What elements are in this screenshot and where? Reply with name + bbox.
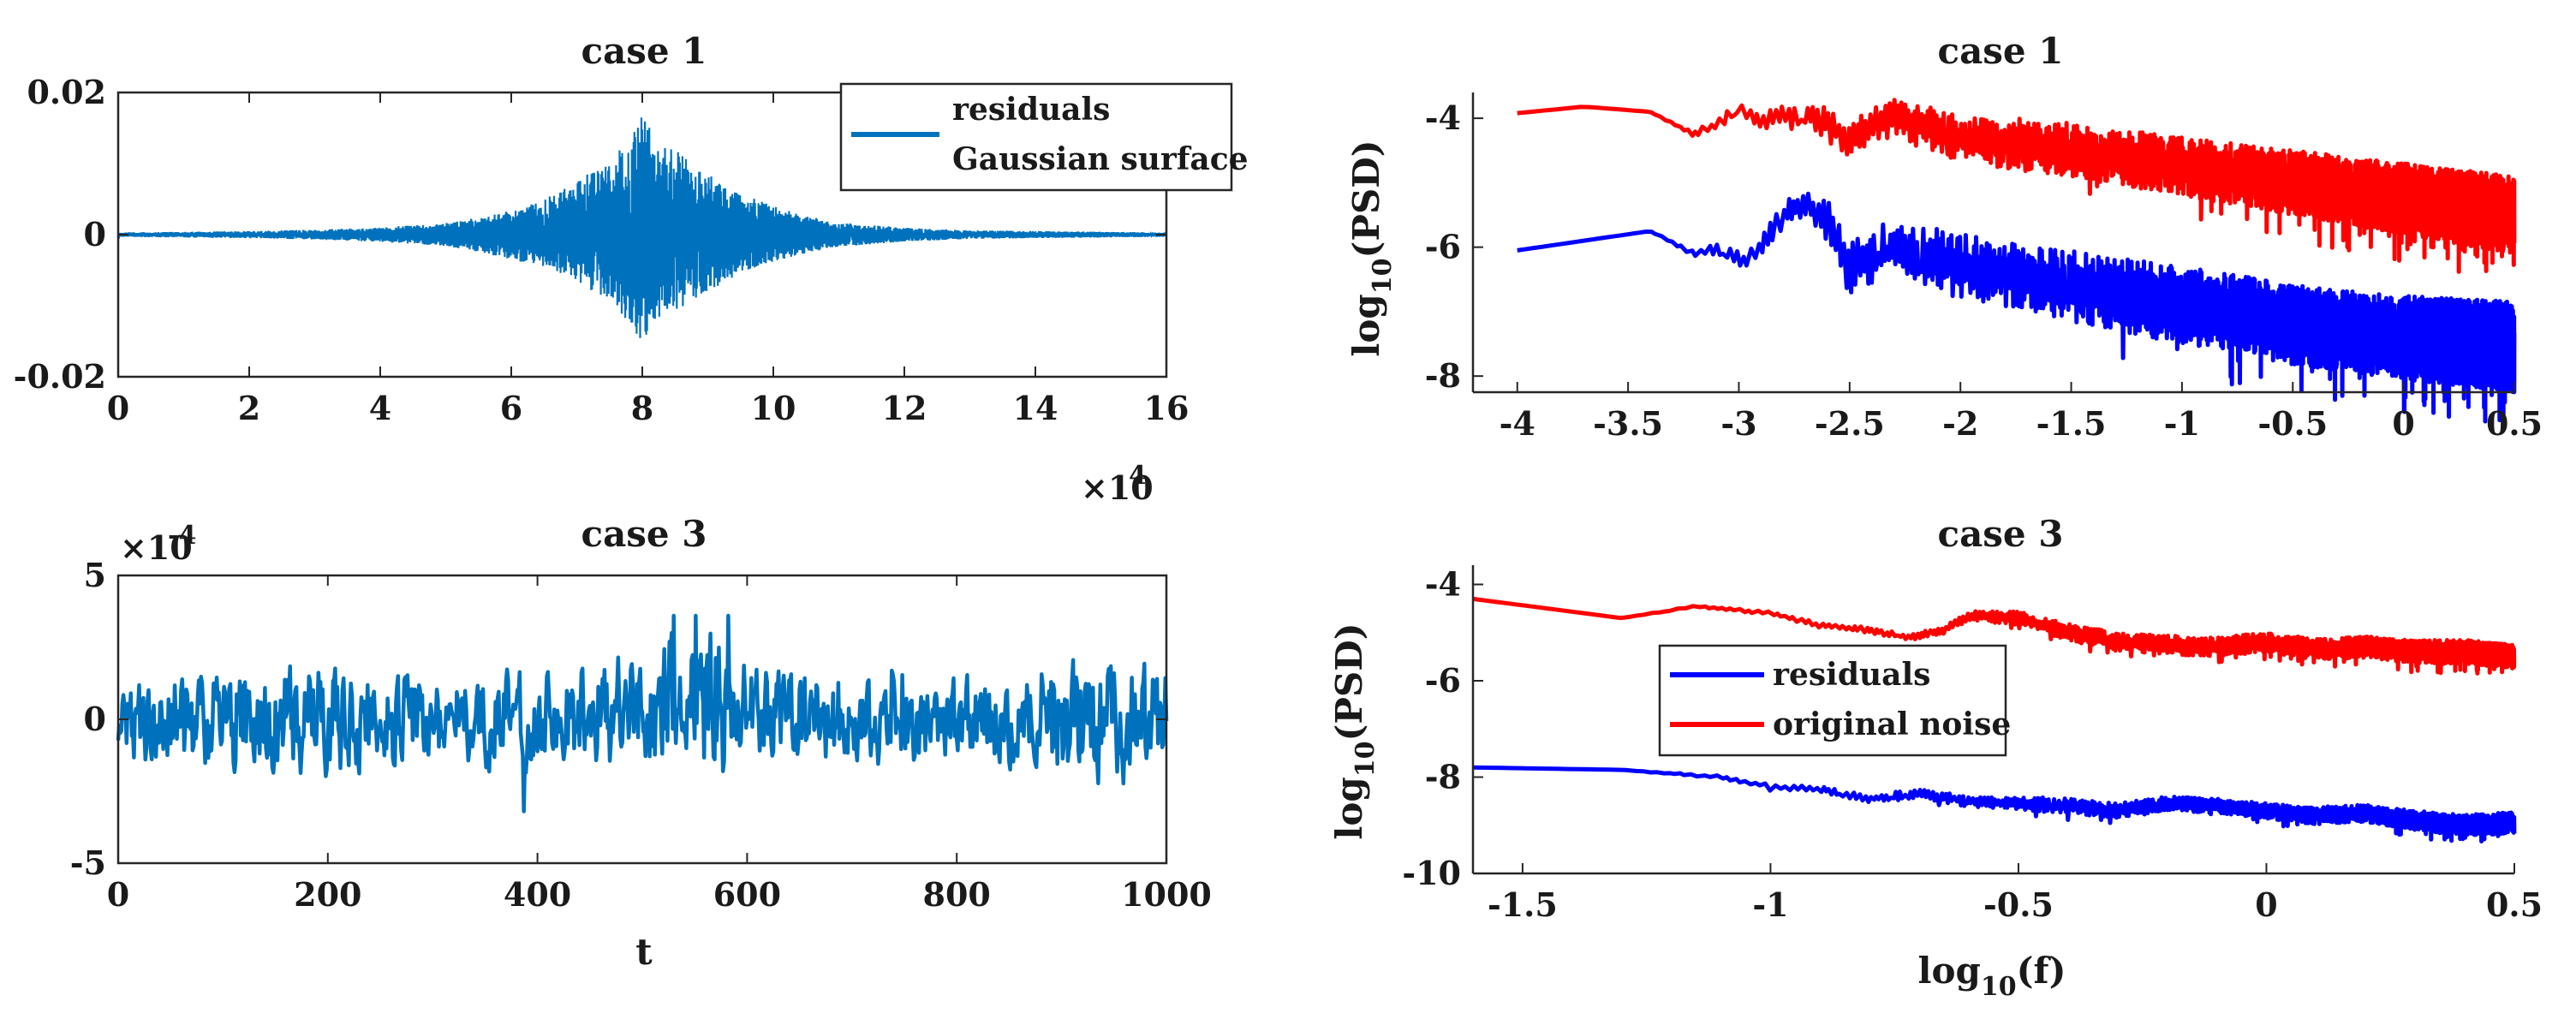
panel-b-case3-residuals: case 3 ×10 -4 0 200 400 600 800 1000-505 t — [70, 513, 1212, 973]
panel-c-ylabel-sub: 10 — [1368, 259, 1398, 295]
panel-b-y-multiplier-base: ×10 — [120, 528, 193, 567]
panel-d-legend-label-residuals: residuals — [1773, 657, 1930, 693]
panel-d-series-original-noise — [1472, 596, 2517, 676]
panel-d-xlabel: log10(f) — [1918, 950, 2066, 1002]
panel-a-x-tick-label: 12 — [882, 389, 927, 427]
panel-c-title: case 1 — [1938, 30, 2064, 72]
panel-d-series-layer — [1472, 596, 2517, 843]
panel-a-y-tick-label: -0.02 — [14, 357, 106, 396]
panel-b-x-tick-label: 400 — [504, 875, 571, 914]
panel-d-series-residuals — [1472, 765, 2517, 843]
panel-d-legend: residuals original noise — [1658, 644, 2011, 757]
panel-b-xlabel: t — [635, 931, 653, 973]
panel-c-x-tick-label: -2.5 — [1815, 404, 1885, 443]
panel-d-title: case 3 — [1938, 513, 2064, 555]
panel-a-series-residuals — [116, 117, 1168, 338]
panel-b-y-multiplier: ×10 -4 — [120, 521, 196, 567]
panel-d-xlabel-f: (f) — [2017, 950, 2066, 992]
panel-a-x-tick-label: 0 — [107, 389, 129, 427]
panel-a-x-tick-label: 4 — [369, 389, 391, 427]
panel-b-y-tick-label: 5 — [84, 556, 106, 594]
panel-a-x-tick-label: 10 — [751, 389, 796, 427]
panel-b-x-tick-label: 800 — [923, 875, 991, 914]
panel-c-x-tick-label: 0.5 — [2486, 404, 2543, 443]
panel-d-y-tick-label: -8 — [1425, 758, 1461, 796]
panel-d-legend-label-original: original noise — [1773, 706, 2011, 742]
panel-d-x-tick-label: -1 — [1752, 885, 1788, 924]
panel-a-x-tick-label: 14 — [1013, 389, 1058, 427]
panel-c-x-tick-label: -1 — [2164, 404, 2200, 443]
panel-c-y-tick-label: -8 — [1425, 356, 1461, 395]
panel-d-ylabel-log: log — [1328, 777, 1370, 839]
panel-c-x-tick-label: -1.5 — [2036, 404, 2107, 443]
panel-b-series-layer — [116, 613, 1169, 813]
panel-d-case3-psd: case 3 -1.5 -1 -0.5 0 0.5-10-8-6-4 log10(PSD… — [1328, 513, 2543, 1002]
panel-d-y-tick-label: -4 — [1425, 565, 1461, 604]
panel-c-series-residuals — [1517, 191, 2517, 424]
panel-a-legend-label-gaussian: Gaussian surface — [952, 141, 1249, 177]
panel-c-x-tick-label: -4 — [1500, 404, 1535, 443]
panel-c-ylabel: log10(PSD) — [1345, 140, 1398, 356]
panel-b-y-tick-label: -5 — [70, 843, 106, 882]
panel-a-series-layer — [116, 117, 1168, 338]
panel-c-x-tick-label: -3.5 — [1593, 404, 1663, 443]
panel-a-x-multiplier: ×10 4 — [1081, 461, 1154, 507]
panel-b-x-tick-label: 600 — [713, 875, 781, 914]
panel-c-ylabel-psd: (PSD) — [1345, 140, 1387, 258]
panel-d-xlabel-sub: 10 — [1981, 972, 2017, 1002]
panel-b-ticks: 0 200 400 600 800 1000-505 — [70, 556, 1212, 914]
panel-b-y-tick-label: 0 — [84, 700, 106, 738]
panel-a-legend-label-residuals: residuals — [952, 92, 1110, 128]
panel-a-title: case 1 — [581, 30, 707, 72]
panel-a-x-tick-label: 6 — [500, 389, 522, 427]
panel-a-x-tick-label: 16 — [1144, 389, 1190, 427]
panel-c-series-original-noise — [1517, 98, 2517, 274]
panel-c-ticks: -4 -3.5 -3 -2.5 -2 -1.5 -1 -0.5 0 0.5 -8 -6 -4 — [1425, 98, 2543, 443]
panel-a-legend: residuals Gaussian surface — [839, 82, 1249, 192]
panel-b-x-tick-label: 0 — [107, 875, 129, 914]
panel-c-x-tick-label: -2 — [1942, 404, 1978, 443]
panel-d-ticks: -1.5 -1 -0.5 0 0.5 -10 -8 -6 -4 — [1402, 565, 2543, 925]
panel-b-x-tick-label: 1000 — [1121, 875, 1212, 914]
panel-c-y-tick-label: -6 — [1425, 228, 1461, 266]
panel-d-xlabel-log: log — [1918, 950, 1981, 992]
panel-c-series-layer — [1517, 98, 2517, 424]
panel-d-legend-box — [1658, 644, 2007, 757]
panel-a-x-multiplier-base: ×10 — [1081, 468, 1154, 507]
panel-a-y-tick-label: 0.02 — [27, 73, 106, 111]
panel-c-x-tick-label: -3 — [1720, 404, 1756, 443]
panel-b-x-tick-label: 200 — [294, 875, 361, 914]
panel-a-x-tick-label: 8 — [631, 389, 653, 427]
panel-d-ylabel-sub: 10 — [1351, 742, 1380, 778]
panel-d-x-tick-label: -1.5 — [1488, 885, 1558, 924]
panel-c-x-tick-label: -0.5 — [2257, 404, 2328, 443]
panel-d-x-tick-label: 0 — [2255, 885, 2277, 924]
panel-c-case1-psd: case 1 -4 -3.5 -3 -2.5 -2 -1.5 -1 -0.5 0 0.5-8-6-… — [1345, 30, 2543, 443]
panel-a-y-tick-label: 0 — [84, 215, 106, 253]
panel-d-ylabel-psd: (PSD) — [1328, 623, 1370, 741]
panel-a-x-tick-label: 2 — [238, 389, 260, 427]
panel-a-x-multiplier-exp: 4 — [1129, 461, 1147, 491]
panel-b-y-multiplier-exp: -4 — [168, 521, 196, 551]
panel-b-series-residuals — [116, 613, 1169, 813]
panel-c-y-tick-label: -4 — [1425, 98, 1461, 137]
panel-d-x-tick-label: 0.5 — [2486, 885, 2543, 924]
panel-d-ylabel: log10(PSD) — [1328, 623, 1380, 839]
panel-c-x-tick-label: 0 — [2392, 404, 2414, 443]
panel-b-title: case 3 — [581, 513, 707, 555]
panel-d-y-tick-label: -6 — [1425, 661, 1461, 700]
panel-c-ylabel-log: log — [1345, 294, 1387, 356]
panel-d-y-tick-label: -10 — [1402, 854, 1461, 892]
panel-d-x-tick-label: -0.5 — [1983, 885, 2054, 924]
